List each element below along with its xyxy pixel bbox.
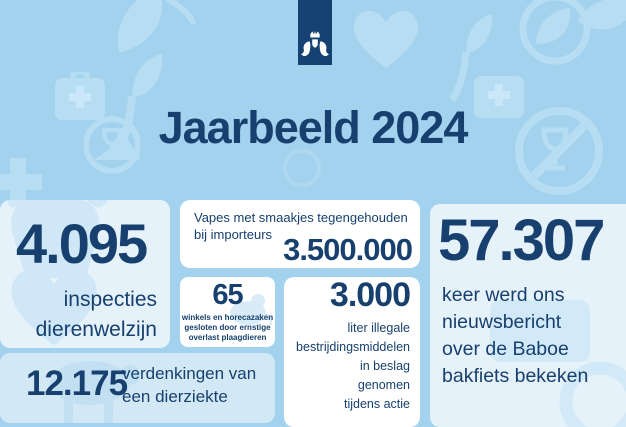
stat-card-dierenwelzijn: 4.095 inspecties dierenwelzijn: [0, 200, 170, 348]
stat-card-baboe: 57.307 keer werd ons nieuwsbericht over …: [430, 204, 626, 427]
first-aid-kit-icon: [55, 72, 105, 120]
stat-label-plaagdieren: winkels en horecazaken gesloten door ern…: [181, 313, 274, 342]
no-alcohol-icon: [515, 107, 603, 195]
wine-glass-circle-icon: [84, 116, 140, 174]
stat-label-baboe: keer werd ons nieuwsbericht over de Babo…: [442, 284, 589, 387]
leaf-icon: [117, 0, 197, 53]
background-icon-layer: [0, 0, 626, 206]
stat-value-baboe: 57.307: [438, 208, 605, 273]
plant-sprout-icon: [449, 14, 493, 102]
stat-caption-vapes: Vapes met smaakjes tegengehouden bij imp…: [194, 210, 408, 242]
leaf-circle-icon: [282, 148, 322, 188]
stat-label-bestrijdingsmiddelen: liter illegale bestrijdingsmiddelen in b…: [296, 321, 410, 411]
stat-value-plaagdieren: 65: [212, 279, 243, 311]
rijksoverheid-logo: [298, 0, 332, 65]
leaf-circle-icon: [519, 0, 591, 65]
stat-value-bestrijdingsmiddelen: 3.000: [329, 277, 411, 314]
stat-value-dierziekte: 12.175: [26, 364, 128, 403]
stat-card-dierziekte: 12.175 verdenkingen van een dierziekte: [0, 353, 275, 423]
leaf-icon: [577, 0, 626, 30]
first-aid-cross-icon: [0, 158, 42, 206]
first-aid-kit-icon: [474, 76, 524, 118]
stat-card-plaagdieren: 65 winkels en horecazaken gesloten door …: [180, 277, 275, 347]
stat-value-dierenwelzijn: 4.095: [16, 212, 148, 275]
stat-value-vapes: 3.500.000: [283, 232, 413, 267]
stat-card-vapes: Vapes met smaakjes tegengehouden bij imp…: [180, 200, 420, 268]
stat-label-dierenwelzijn: inspecties dierenwelzijn: [35, 288, 157, 341]
stat-card-bestrijdingsmiddelen: 3.000 liter illegale bestrijdingsmiddele…: [284, 277, 420, 427]
dutch-coat-of-arms-icon: [301, 30, 329, 57]
page-title: Jaarbeeld 2024: [158, 102, 469, 153]
heart-icon: [353, 10, 419, 68]
stat-label-dierziekte: verdenkingen van een dierziekte: [122, 364, 257, 406]
